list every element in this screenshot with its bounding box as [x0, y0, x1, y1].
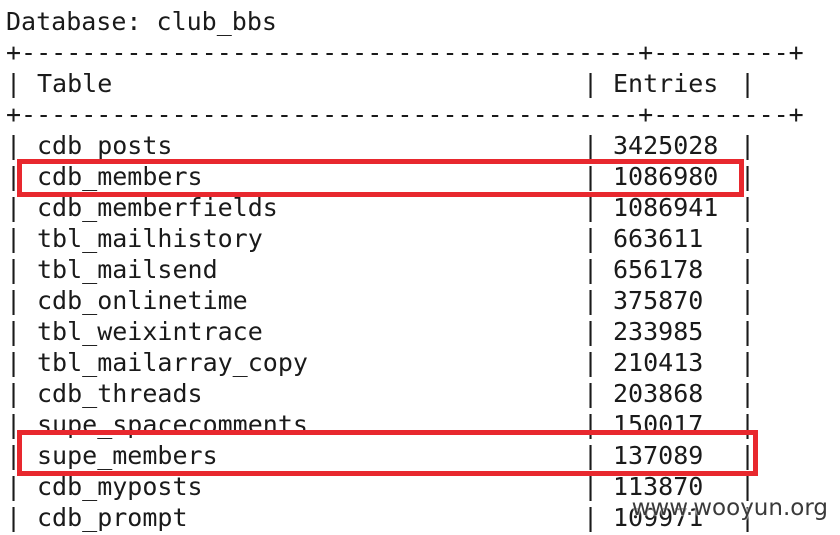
- table-name-cell: cdb_prompt: [37, 503, 188, 532]
- pipe-left: |: [6, 193, 22, 222]
- entries-cell: 3425028: [613, 131, 719, 160]
- entries-cell: 113870: [613, 472, 704, 501]
- table-name-cell: cdb_posts: [37, 131, 173, 160]
- pipe-left: |: [6, 379, 22, 408]
- table-name-cell: cdb_onlinetime: [37, 286, 248, 315]
- entries-cell: 663611: [613, 224, 704, 253]
- table-name-cell: tbl_mailsend: [37, 255, 218, 284]
- pipe-right: |: [740, 131, 756, 160]
- table-name-cell: cdb_threads: [37, 379, 203, 408]
- pipe-mid: |: [583, 255, 599, 284]
- entries-cell: 233985: [613, 317, 704, 346]
- pipe-left: |: [6, 286, 22, 315]
- pipe-left: |: [6, 472, 22, 501]
- pipe-mid: |: [583, 224, 599, 253]
- highlight-box-cdb-members: [17, 159, 744, 197]
- table-name-cell: cdb_memberfields: [37, 193, 278, 222]
- pipe-right: |: [740, 255, 756, 284]
- pipe-mid: |: [583, 472, 599, 501]
- pipe-mid: |: [583, 162, 599, 191]
- entries-cell: 137089: [613, 441, 704, 470]
- pipe-left: |: [6, 224, 22, 253]
- entries-cell: 210413: [613, 348, 704, 377]
- table-name-cell: cdb_myposts: [37, 472, 203, 501]
- entries-cell: 1086941: [613, 193, 719, 222]
- table-name-cell: cdb_members: [37, 162, 203, 191]
- pipe-mid: |: [583, 193, 599, 222]
- database-label: Database: club_bbs: [6, 7, 277, 36]
- pipe-right: |: [740, 348, 756, 377]
- pipe-left: |: [6, 348, 22, 377]
- pipe-right: |: [740, 441, 756, 470]
- table-border-top: +---------------------------------------…: [6, 38, 804, 67]
- pipe-right: |: [740, 286, 756, 315]
- entries-cell: 656178: [613, 255, 704, 284]
- pipe-mid: |: [583, 69, 599, 98]
- pipe-right: |: [740, 472, 756, 501]
- entries-cell: 375870: [613, 286, 704, 315]
- entries-cell: 109971: [613, 503, 704, 532]
- column-header-table: Table: [37, 69, 113, 98]
- pipe-mid: |: [583, 131, 599, 160]
- pipe-mid: |: [583, 286, 599, 315]
- watermark-text: www.wooyun.org: [631, 495, 828, 521]
- table-name-cell: tbl_weixintrace: [37, 317, 263, 346]
- pipe-mid: |: [583, 503, 599, 532]
- entries-cell: 203868: [613, 379, 704, 408]
- pipe-left: |: [6, 131, 22, 160]
- pipe-right: |: [740, 503, 756, 532]
- pipe-left: |: [6, 317, 22, 346]
- pipe-left: |: [6, 255, 22, 284]
- pipe-mid: |: [583, 317, 599, 346]
- entries-cell: 1086980: [613, 162, 719, 191]
- pipe-right: |: [740, 317, 756, 346]
- table-name-cell: tbl_mailhistory: [37, 224, 263, 253]
- column-header-entries: Entries: [613, 69, 719, 98]
- pipe-mid: |: [583, 379, 599, 408]
- pipe-right: |: [740, 69, 756, 98]
- pipe-right: |: [740, 379, 756, 408]
- table-border-mid: +---------------------------------------…: [6, 100, 804, 129]
- pipe-left: |: [6, 69, 22, 98]
- table-name-cell: supe_members: [37, 441, 218, 470]
- pipe-right: |: [740, 193, 756, 222]
- table-name-cell: tbl_mailarray_copy: [37, 348, 308, 377]
- pipe-right: |: [740, 224, 756, 253]
- highlight-box-supe-members: [17, 430, 758, 476]
- pipe-mid: |: [583, 441, 599, 470]
- pipe-left: |: [6, 503, 22, 532]
- pipe-mid: |: [583, 348, 599, 377]
